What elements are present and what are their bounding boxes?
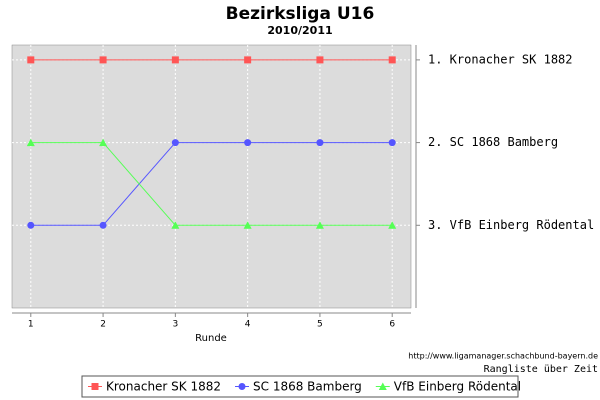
chart-title: Bezirksliga U16 [226, 4, 375, 24]
series-line [30, 142, 393, 226]
marker [171, 139, 179, 147]
x-tick-label: 5 [317, 320, 323, 330]
y-tick-label: 1. Kronacher SK 1882 [428, 52, 573, 66]
marker [388, 56, 396, 64]
legend [81, 375, 519, 398]
series-line [30, 142, 393, 226]
marker [27, 56, 35, 64]
x-tick-label: 3 [172, 320, 178, 330]
marker [171, 221, 180, 229]
legend-marker [91, 383, 99, 390]
x-tick-label: 4 [245, 320, 251, 330]
legend-label: Kronacher SK 1882 [106, 380, 221, 394]
marker [315, 221, 324, 229]
marker [27, 221, 35, 229]
marker [171, 56, 179, 64]
marker [244, 139, 252, 147]
marker [244, 56, 252, 64]
marker [99, 56, 107, 64]
legend-marker [238, 383, 246, 390]
marker [99, 138, 108, 147]
chart-subtitle: 2010/2011 [267, 24, 332, 37]
y-tick-label: 2. SC 1868 Bamberg [428, 135, 558, 149]
caption: Rangliste über Zeit [484, 364, 598, 375]
marker [388, 139, 396, 147]
x-tick-label: 1 [28, 320, 34, 330]
legend-label: SC 1868 Bamberg [253, 380, 362, 394]
plot-area [11, 44, 412, 309]
y-tick-label: 3. VfB Einberg Rödental [428, 218, 594, 232]
marker [99, 221, 107, 229]
legend-label: VfB Einberg Rödental [394, 380, 521, 394]
marker [316, 139, 324, 147]
marker [243, 221, 252, 229]
x-tick-label: 6 [389, 320, 395, 330]
marker [316, 56, 324, 64]
marker [26, 138, 35, 147]
marker [388, 221, 397, 229]
x-tick-label: 2 [100, 320, 106, 330]
source: http://www.ligamanager.schachbund-bayern… [408, 352, 598, 361]
x-axis-label: Runde [195, 333, 227, 344]
legend-marker [378, 382, 387, 390]
